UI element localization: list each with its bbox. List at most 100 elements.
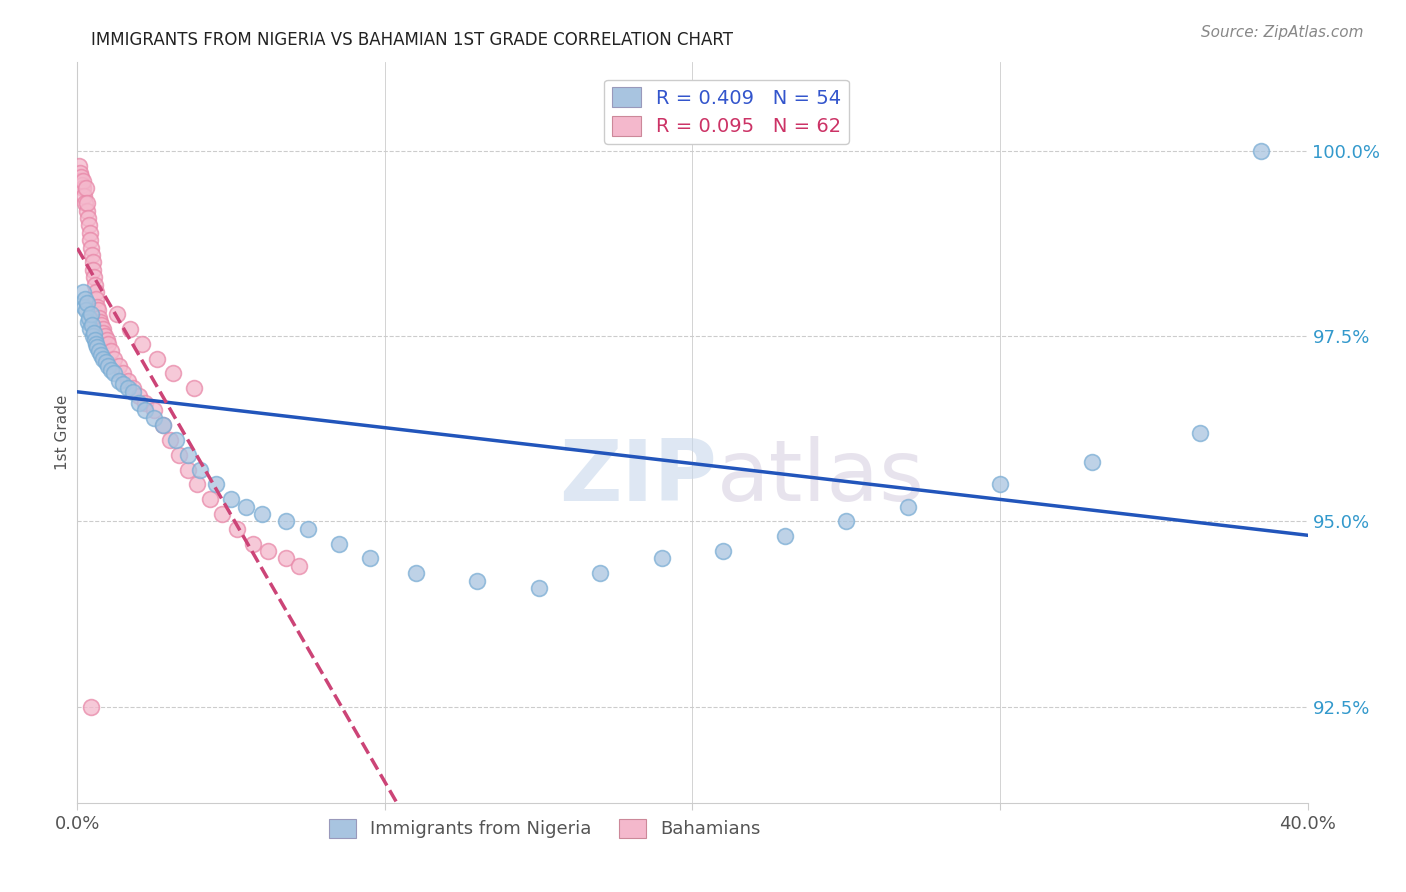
Point [69, 167, 91, 181]
Point [131, 336, 153, 351]
Point [773, 529, 796, 543]
Point [146, 351, 169, 366]
Point [73, 196, 96, 211]
Y-axis label: 1st Grade: 1st Grade [55, 395, 70, 470]
Point [527, 581, 550, 595]
Point [86, 293, 108, 307]
Point [177, 462, 200, 476]
Point [72, 174, 94, 188]
Point [82, 329, 104, 343]
Point [72, 285, 94, 299]
Text: ZIP: ZIP [560, 435, 717, 518]
Point [103, 351, 125, 366]
Point [159, 433, 181, 447]
Point [242, 536, 264, 550]
Point [100, 344, 122, 359]
Point [250, 507, 273, 521]
Point [77, 310, 100, 325]
Point [83, 270, 105, 285]
Point [359, 551, 381, 566]
Point [226, 522, 249, 536]
Point [86, 336, 108, 351]
Point [67, 159, 90, 173]
Point [112, 377, 135, 392]
Point [69, 174, 91, 188]
Point [94, 355, 117, 369]
Point [162, 367, 184, 381]
Point [77, 211, 100, 225]
Point [118, 322, 141, 336]
Point [108, 359, 131, 373]
Point [84, 333, 107, 347]
Point [143, 410, 166, 425]
Point [80, 241, 103, 255]
Point [91, 322, 114, 336]
Point [82, 248, 104, 262]
Point [188, 462, 212, 476]
Point [73, 188, 96, 202]
Point [128, 396, 150, 410]
Text: Source: ZipAtlas.com: Source: ZipAtlas.com [1201, 25, 1364, 40]
Point [186, 477, 208, 491]
Point [89, 310, 111, 325]
Point [73, 293, 96, 307]
Point [90, 348, 112, 362]
Point [80, 699, 103, 714]
Point [72, 181, 94, 195]
Point [288, 558, 311, 573]
Point [988, 477, 1011, 491]
Point [93, 351, 115, 366]
Point [117, 374, 139, 388]
Point [84, 277, 107, 292]
Point [70, 178, 93, 192]
Point [77, 315, 100, 329]
Point [276, 551, 298, 566]
Point [79, 233, 101, 247]
Point [165, 433, 187, 447]
Point [121, 381, 143, 395]
Point [1250, 145, 1272, 159]
Point [835, 515, 858, 529]
Point [83, 326, 105, 340]
Point [80, 307, 103, 321]
Point [82, 255, 104, 269]
Point [89, 315, 111, 329]
Point [76, 196, 98, 211]
Point [79, 226, 101, 240]
Point [297, 522, 319, 536]
Point [143, 403, 166, 417]
Point [94, 329, 117, 343]
Point [1081, 455, 1104, 469]
Point [235, 500, 257, 514]
Point [96, 333, 118, 347]
Point [117, 381, 139, 395]
Text: atlas: atlas [717, 435, 925, 518]
Point [328, 536, 350, 550]
Point [465, 574, 488, 588]
Point [77, 219, 100, 233]
Point [211, 507, 233, 521]
Point [204, 477, 226, 491]
Point [89, 344, 111, 359]
Point [86, 300, 108, 314]
Point [82, 318, 104, 333]
Point [79, 322, 101, 336]
Point [112, 367, 135, 381]
Point [76, 203, 98, 218]
Point [86, 341, 108, 355]
Point [76, 296, 98, 310]
Point [97, 336, 120, 351]
Text: IMMIGRANTS FROM NIGERIA VS BAHAMIAN 1ST GRADE CORRELATION CHART: IMMIGRANTS FROM NIGERIA VS BAHAMIAN 1ST … [91, 31, 734, 49]
Legend: Immigrants from Nigeria, Bahamians: Immigrants from Nigeria, Bahamians [322, 812, 768, 846]
Point [711, 544, 734, 558]
Point [87, 303, 110, 318]
Point [405, 566, 427, 581]
Point [1188, 425, 1211, 440]
Point [134, 396, 156, 410]
Point [276, 515, 298, 529]
Point [90, 318, 112, 333]
Point [103, 367, 125, 381]
Point [100, 362, 122, 376]
Point [198, 492, 221, 507]
Point [177, 448, 200, 462]
